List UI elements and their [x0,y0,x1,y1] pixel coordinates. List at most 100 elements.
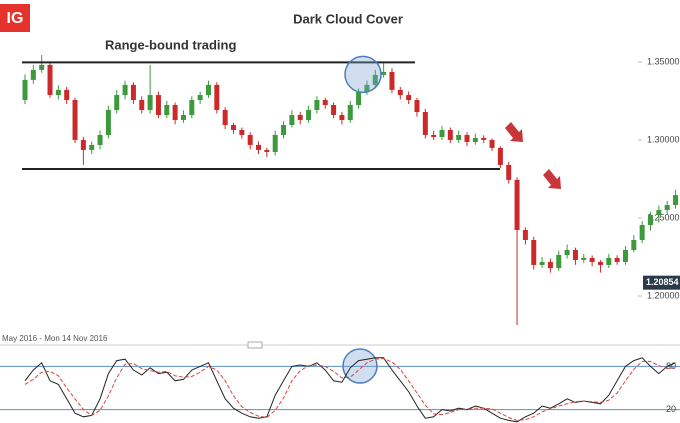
candle-body [189,100,195,115]
stochastic-line [24,357,676,421]
candle-body [564,249,570,255]
candle-body [114,95,120,111]
candle-body [531,239,537,265]
candle-body [556,254,562,269]
candle-body [55,89,61,96]
candle-body [247,134,253,145]
candle-body [522,229,528,240]
last-price-tag [643,275,680,290]
candle-body [389,71,395,90]
candle-body [489,139,495,148]
arrow [543,169,561,189]
candle-body [497,147,503,165]
candle-body [456,134,462,140]
candle-body [297,114,303,120]
candle-body [589,257,595,262]
candle-body [622,249,628,262]
candle-body [147,95,153,111]
candle-body [447,129,453,140]
candle-body [572,249,578,260]
stochastic-line [24,357,676,423]
y-tick-label: 20 [666,404,676,414]
logo: IG [7,10,24,27]
candle-body [264,149,270,152]
candle-body [631,239,637,250]
candle-body [614,257,620,262]
candle-body [422,112,428,135]
y-tick-label: 1.30000 [647,134,680,144]
candle-body [656,210,662,216]
y-tick-label: 1.25000 [647,212,680,222]
candle-body [289,114,295,125]
highlight-circle [344,55,382,94]
candle-body [155,95,161,115]
last-price-label: 1.20854 [646,277,679,287]
candle-body [581,257,587,260]
candle-body [372,74,378,85]
chart-title: Dark Cloud Cover [293,11,403,26]
arrow [505,122,523,142]
candle-body [172,105,178,120]
candle-body [664,205,670,211]
candle-body [231,124,236,130]
candle-body [414,100,420,113]
candle-body [381,71,387,75]
candle-body [47,64,53,96]
candle-body [80,139,86,150]
candle-body [472,137,478,142]
candle-body [322,100,328,106]
candle-body [481,137,487,140]
candle-body [397,89,403,96]
candle-body [72,100,78,140]
candle-body [105,110,111,135]
candle-body [306,110,312,120]
panel-handle [247,341,263,349]
candle-body [197,95,203,101]
candle-body [314,100,320,111]
candle-body [347,105,353,120]
candle-body [256,144,262,150]
candle-body [139,100,145,111]
candle-body [39,64,45,70]
annotation: Range-bound trading [105,37,236,52]
candle-body [214,84,220,111]
candle-body [439,129,445,137]
candle-body [239,129,245,135]
stochastic-panel: 80 20 [0,348,680,423]
candle-body [30,69,36,80]
candle-body [364,84,370,92]
candle-body [164,105,170,115]
candle-body [64,89,70,101]
candle-body [606,257,612,265]
date-range: May 2016 - Mon 14 Nov 2016 [2,334,108,343]
candle-body [597,261,603,265]
y-tick-label: 80 [666,361,676,371]
candle-body [97,134,103,145]
candle-body [406,95,412,101]
candle-body [339,114,345,120]
candle-body [205,84,211,96]
candle-body [180,114,186,120]
candle-body [272,134,278,152]
candle-body [514,179,520,230]
y-tick-label: 1.35000 [647,56,680,66]
highlight-circle [342,348,378,384]
candle-body [356,91,362,106]
candle-body [506,164,512,180]
candle-body [547,261,553,269]
candle-body [281,124,287,135]
price-panel: 1.35000 1.30000 1.25000 1.20000 1.20854 [22,54,680,326]
y-tick-label: 1.20000 [647,290,680,300]
candle-body [130,84,136,101]
candle-body [89,144,95,150]
candle-body [431,134,437,137]
candle-body [22,79,28,101]
candle-body [222,110,228,125]
candle-body [639,225,645,240]
candle-body [464,134,470,142]
candle-body [122,84,128,96]
candle-body [331,105,337,115]
candle-body [673,195,679,206]
